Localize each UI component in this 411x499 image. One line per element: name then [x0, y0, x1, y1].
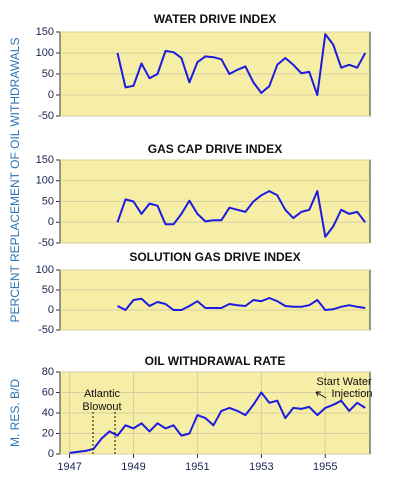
y-tick-label: 150 [36, 154, 54, 166]
y-tick-label: 50 [42, 68, 54, 80]
data-line [117, 297, 366, 311]
x-tick-label: 1951 [185, 461, 209, 473]
y-tick-label: 0 [48, 448, 54, 460]
y-tick-label: -50 [38, 110, 54, 122]
annotation-arrow [315, 391, 327, 399]
y-tick-label: -50 [38, 237, 54, 249]
y-tick-label: 40 [42, 407, 54, 419]
x-tick-label: 1955 [313, 461, 337, 473]
y-axis-label: PERCENT REPLACEMENT OF OIL WITHDRAWALS [8, 38, 22, 323]
data-line [116, 33, 367, 96]
x-tick-label: 1953 [249, 461, 273, 473]
y-tick-label: 100 [36, 47, 54, 59]
annotation: Blowout [82, 401, 121, 413]
y-tick-label: 80 [42, 366, 54, 378]
y-tick-label: 20 [42, 427, 54, 439]
panel-title: WATER DRIVE INDEX [154, 12, 276, 26]
x-tick-label: 1947 [57, 461, 81, 473]
y-tick-label: 0 [48, 89, 54, 101]
y-tick-label: 150 [36, 26, 54, 38]
panel-title: OIL WITHDRAWAL RATE [145, 354, 286, 368]
y-tick-label: -50 [38, 324, 54, 336]
x-tick-label: 1949 [121, 461, 145, 473]
y-tick-label: 60 [42, 386, 54, 398]
y-tick-label: 50 [42, 284, 54, 296]
annotation: Injection [332, 388, 373, 400]
data-line [116, 190, 366, 238]
panel-title: SOLUTION GAS DRIVE INDEX [129, 250, 300, 264]
y-tick-label: 100 [36, 175, 54, 187]
data-line [69, 391, 366, 454]
y-tick-label: 50 [42, 195, 54, 207]
y-axis-label: M. RES. B/D [8, 379, 22, 447]
plot-area [59, 269, 371, 331]
panel-title: GAS CAP DRIVE INDEX [148, 142, 282, 156]
annotation: Start Water [316, 376, 372, 388]
y-tick-label: 0 [48, 304, 54, 316]
annotation: Atlantic [84, 388, 121, 400]
y-tick-label: 100 [36, 264, 54, 276]
y-tick-label: 0 [48, 216, 54, 228]
